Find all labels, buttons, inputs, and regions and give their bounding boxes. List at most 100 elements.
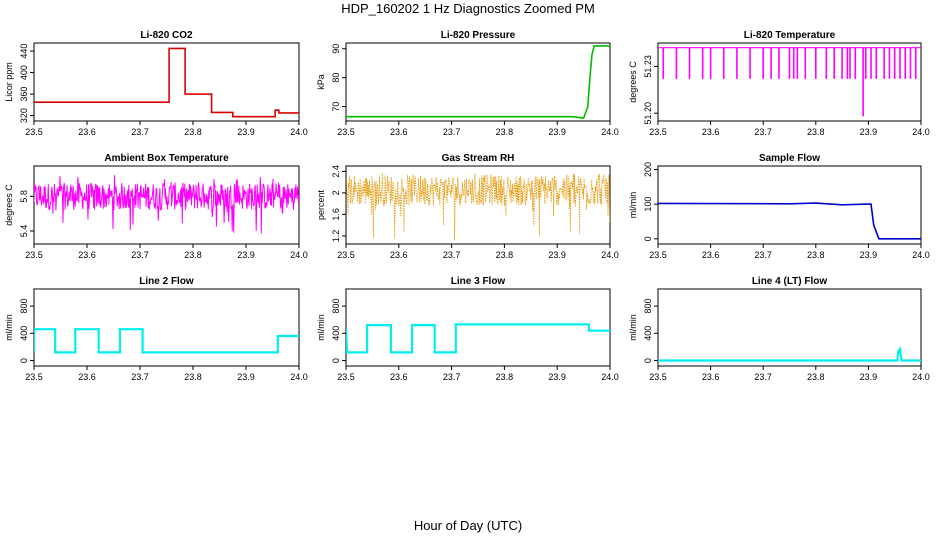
- y-tick-label: 5.4: [19, 225, 29, 238]
- plot-frame: [345, 165, 611, 245]
- data-series: [346, 323, 610, 354]
- y-tick-label: 100: [643, 197, 653, 212]
- data-series: [346, 172, 610, 241]
- panel-1: Li-820 Pressure 23.5 23.6 23.7 23.8 23.9 24.0 7…: [316, 30, 619, 137]
- panel-4: Gas Stream RH 23.5 23.6 23.7 23.8 23.9 24.0 1.2…: [316, 153, 619, 260]
- panel-title: Li-820 CO2: [140, 30, 193, 41]
- series-line: [346, 323, 610, 354]
- y-tick-label: 0: [643, 236, 653, 241]
- y-axis-label: ml/min: [628, 192, 638, 219]
- x-tick-label: 23.6: [390, 372, 408, 382]
- data-series: [34, 328, 299, 354]
- series-line: [34, 47, 299, 118]
- x-tick-label: 23.7: [754, 250, 772, 260]
- x-tick-label: 23.5: [337, 127, 355, 137]
- panel-title: Line 3 Flow: [451, 276, 506, 287]
- x-tick-label: 23.8: [184, 372, 202, 382]
- y-axis-label: ml/min: [4, 314, 14, 341]
- x-tick-label: 23.7: [443, 372, 461, 382]
- y-axis-label: percent: [316, 189, 326, 220]
- y-axis-label: ml/min: [316, 314, 326, 341]
- plot-frame: [33, 288, 300, 367]
- x-tick-label: 23.6: [390, 250, 408, 260]
- x-axis-label: Hour of Day (UTC): [413, 518, 523, 533]
- panel-3: Ambient Box Temperature 23.5 23.6 23.7 23.8 2…: [4, 153, 308, 260]
- x-tick-label: 23.6: [702, 372, 720, 382]
- panel-title: Sample Flow: [759, 153, 820, 164]
- y-tick-label: 320: [19, 108, 29, 123]
- x-tick-label: 23.5: [25, 127, 43, 137]
- x-tick-label: 23.8: [807, 372, 825, 382]
- series-line: [658, 202, 921, 240]
- y-tick-label: 90: [331, 44, 341, 54]
- x-tick-label: 23.8: [496, 127, 514, 137]
- x-tick-label: 23.7: [131, 127, 149, 137]
- y-tick-label: 80: [331, 73, 341, 83]
- x-tick-label: 24.0: [290, 372, 308, 382]
- x-tick-label: 23.7: [131, 250, 149, 260]
- x-tick-label: 23.7: [754, 127, 772, 137]
- x-tick-label: 23.5: [649, 250, 667, 260]
- figure-title: HDP_160202 1 Hz Diagnostics Zoomed PM: [341, 1, 595, 16]
- x-tick-label: 23.6: [78, 372, 96, 382]
- y-tick-label: 70: [331, 102, 341, 112]
- data-series: [658, 47, 921, 117]
- x-tick-label: 23.5: [649, 372, 667, 382]
- y-axis-label: Licor ppm: [4, 62, 14, 102]
- x-tick-label: 23.7: [443, 127, 461, 137]
- x-tick-label: 24.0: [912, 127, 930, 137]
- x-tick-label: 23.9: [548, 250, 566, 260]
- x-tick-label: 23.8: [496, 372, 514, 382]
- x-tick-label: 23.6: [702, 127, 720, 137]
- x-tick-label: 24.0: [601, 127, 619, 137]
- panel-title: Li-820 Pressure: [441, 30, 516, 41]
- panel-title: Gas Stream RH: [442, 153, 515, 164]
- panel-title: Li-820 Temperature: [744, 30, 836, 41]
- plot-frame: [33, 165, 300, 245]
- y-tick-label: 800: [643, 299, 653, 314]
- data-series: [658, 202, 921, 240]
- y-tick-label: 2: [331, 190, 341, 195]
- x-tick-label: 23.8: [184, 127, 202, 137]
- y-tick-label: 0: [19, 358, 29, 363]
- x-tick-label: 23.6: [78, 250, 96, 260]
- y-tick-label: 1.6: [331, 208, 341, 221]
- x-tick-label: 23.9: [860, 372, 878, 382]
- x-tick-label: 24.0: [912, 250, 930, 260]
- x-tick-label: 23.8: [807, 127, 825, 137]
- y-tick-label: 400: [19, 65, 29, 80]
- plot-frame: [345, 288, 611, 367]
- y-tick-label: 0: [331, 358, 341, 363]
- x-tick-label: 23.5: [649, 127, 667, 137]
- x-tick-label: 23.5: [25, 372, 43, 382]
- x-tick-label: 23.5: [25, 250, 43, 260]
- y-axis-label: kPa: [316, 74, 326, 90]
- x-tick-label: 23.7: [754, 372, 772, 382]
- x-tick-label: 23.9: [237, 372, 255, 382]
- x-tick-label: 23.9: [237, 127, 255, 137]
- panel-0: Li-820 CO2 23.5 23.6 23.7 23.8 23.9 24.0 320 360…: [4, 30, 308, 137]
- y-tick-label: 0: [643, 358, 653, 363]
- x-tick-label: 23.7: [131, 372, 149, 382]
- data-series: [346, 45, 610, 119]
- y-tick-label: 400: [331, 326, 341, 341]
- y-tick-label: 51.23: [643, 55, 653, 78]
- x-tick-label: 24.0: [601, 372, 619, 382]
- series-line: [658, 346, 921, 362]
- y-tick-label: 51.20: [643, 102, 653, 125]
- series-line: [34, 328, 299, 354]
- series-points: [346, 172, 610, 241]
- x-tick-label: 23.8: [807, 250, 825, 260]
- y-tick-label: 400: [19, 326, 29, 341]
- y-tick-label: 5.8: [19, 190, 29, 203]
- y-tick-label: 400: [643, 326, 653, 341]
- data-series: [658, 346, 921, 362]
- series-line: [346, 45, 610, 119]
- x-tick-label: 23.7: [443, 250, 461, 260]
- y-tick-label: 200: [643, 162, 653, 177]
- plot-frame: [657, 165, 922, 245]
- plot-frame: [657, 42, 922, 122]
- x-tick-label: 23.9: [237, 250, 255, 260]
- x-tick-label: 24.0: [912, 372, 930, 382]
